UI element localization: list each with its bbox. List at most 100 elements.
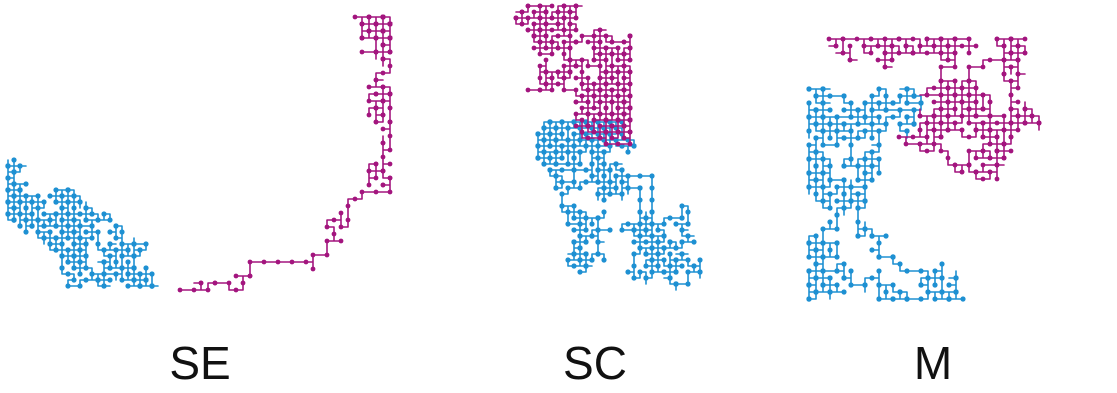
blue-chain-m-bead	[848, 156, 854, 162]
blue-chain-m-bead	[848, 198, 854, 204]
blue-chain-m-bead	[918, 268, 924, 274]
blue-chain-m-bead	[834, 254, 840, 260]
blue-chain-se-bead	[137, 271, 143, 277]
blue-chain-sc-bead	[571, 263, 577, 269]
blue-chain-m-bead	[876, 86, 882, 92]
magenta-chain-sc-bead	[525, 87, 531, 93]
blue-chain-se-bead	[71, 265, 77, 271]
magenta-chain-se-bead	[289, 259, 295, 265]
magenta-chain-sc-bead	[603, 45, 609, 51]
magenta-chain-se-bead	[324, 224, 330, 230]
magenta-chain-m-bead	[945, 113, 951, 119]
blue-chain-se-bead	[53, 199, 59, 205]
magenta-chain-se-bead	[324, 238, 330, 244]
blue-chain-m-bead	[841, 289, 847, 295]
magenta-chain-m-bead	[966, 162, 972, 168]
blue-chain-se-bead	[95, 229, 101, 235]
magenta-chain-m-bead	[868, 50, 874, 56]
magenta-chain-m-bead	[938, 106, 944, 112]
blue-chain-sc-bead	[589, 221, 595, 227]
blue-chain-se-bead	[113, 235, 119, 241]
blue-chain-m-bead	[848, 128, 854, 134]
magenta-chain-m-bead	[1008, 64, 1014, 70]
magenta-chain-sc-bead	[573, 15, 579, 21]
blue-chain-se-bead	[125, 271, 131, 277]
magenta-chain-m-bead	[987, 169, 993, 175]
blue-chain-sc-bead	[583, 143, 589, 149]
magenta-chain-sc-bead	[525, 3, 531, 9]
blue-chain-sc-bead	[643, 227, 649, 233]
blue-chain-se-bead	[89, 211, 95, 217]
blue-chain-sc-bead	[685, 233, 691, 239]
magenta-chain-se-bead	[366, 182, 372, 188]
blue-chain-sc-bead	[685, 257, 691, 263]
blue-chain-m-bead	[834, 142, 840, 148]
magenta-chain-m-bead	[980, 92, 986, 98]
blue-chain-m-bead	[848, 100, 854, 106]
blue-chain-se-bead	[77, 235, 83, 241]
magenta-chain-sc-bead	[573, 75, 579, 81]
blue-chain-sc-bead	[565, 221, 571, 227]
magenta-chain-sc-bead	[621, 123, 627, 129]
blue-chain-m-bead	[834, 268, 840, 274]
blue-chain-sc-bead	[547, 143, 553, 149]
magenta-chain-sc-bead	[609, 51, 615, 57]
blue-chain-se-bead	[77, 199, 83, 205]
magenta-chain-m-bead	[1015, 43, 1021, 49]
blue-chain-se-bead	[125, 283, 131, 289]
blue-chain-m-bead	[918, 296, 924, 302]
blue-chain-se-bead	[131, 253, 137, 259]
blue-chain-se-bead	[107, 277, 113, 283]
blue-chain-se-bead	[83, 205, 89, 211]
blue-chain-se-bead	[119, 253, 125, 259]
magenta-chain-sc-bead	[627, 141, 633, 147]
blue-chain-m-bead	[806, 100, 812, 106]
magenta-chain-m-bead	[931, 141, 937, 147]
blue-chain-m-bead	[876, 128, 882, 134]
magenta-chain-sc-bead	[615, 69, 621, 75]
magenta-chain-m-bead	[966, 78, 972, 84]
blue-chain-se-bead	[77, 247, 83, 253]
blue-chain-se-bead	[71, 217, 77, 223]
panel-m-diagram	[806, 36, 1042, 302]
magenta-chain-sc-bead	[609, 99, 615, 105]
magenta-chain-m-bead	[931, 99, 937, 105]
blue-chain-m-bead	[953, 275, 959, 281]
blue-chain-m-bead	[876, 240, 882, 246]
magenta-chain-m-bead	[945, 43, 951, 49]
magenta-chain-se-bead	[373, 77, 379, 83]
blue-chain-m-bead	[827, 163, 833, 169]
blue-chain-m-bead	[848, 184, 854, 190]
blue-chain-sc-bead	[613, 173, 619, 179]
blue-chain-sc-bead	[673, 281, 679, 287]
blue-chain-m-bead	[834, 226, 840, 232]
magenta-chain-sc-bead	[531, 21, 537, 27]
magenta-chain-se-bead	[387, 161, 393, 167]
magenta-chain-se-bead	[310, 266, 316, 272]
blue-chain-sc-bead	[577, 161, 583, 167]
magenta-chain-sc-bead	[579, 129, 585, 135]
blue-chain-m-bead	[820, 142, 826, 148]
blue-chain-m-bead	[862, 170, 868, 176]
blue-chain-se-bead	[41, 235, 47, 241]
blue-chain-se-bead	[119, 265, 125, 271]
blue-chain-se-bead	[101, 247, 107, 253]
blue-chain-sc-bead	[649, 221, 655, 227]
blue-chain-m-bead	[911, 93, 917, 99]
blue-chain-m-bead	[869, 163, 875, 169]
magenta-chain-se-bead	[366, 98, 372, 104]
magenta-chain-sc-bead	[555, 45, 561, 51]
magenta-chain-sc-bead	[609, 123, 615, 129]
blue-chain-se-bead	[83, 277, 89, 283]
magenta-chain-m-bead	[1015, 57, 1021, 63]
blue-chain-sc-bead	[559, 119, 565, 125]
blue-chain-sc-bead	[541, 137, 547, 143]
magenta-chain-se-bead	[373, 175, 379, 181]
blue-chain-m-bead	[820, 198, 826, 204]
magenta-chain-m-bead	[1022, 120, 1028, 126]
magenta-chain-m-bead	[973, 155, 979, 161]
blue-chain-m-bead	[855, 177, 861, 183]
blue-chain-se-bead	[17, 211, 23, 217]
blue-chain-m-backbone	[808, 88, 964, 300]
blue-chain-sc-bead	[553, 173, 559, 179]
